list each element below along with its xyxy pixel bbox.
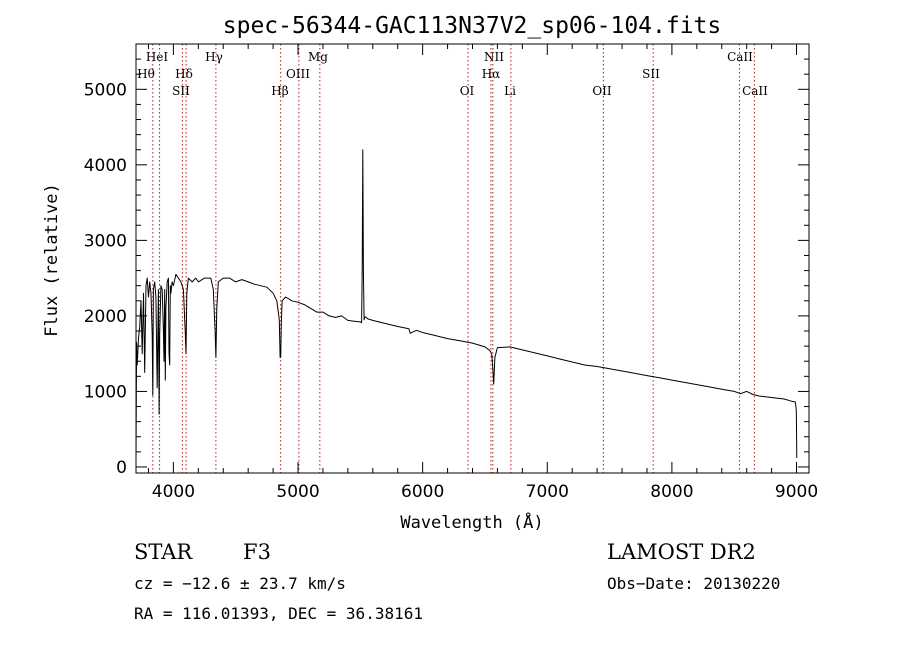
y-tick-label: 4000: [84, 156, 127, 176]
reference-line-label: OII: [592, 84, 612, 98]
reference-line-label: Hδ: [175, 67, 193, 81]
object-class: STAR: [134, 540, 193, 564]
x-axis-label: Wavelength (Å): [400, 511, 543, 533]
reference-line-label: Mg: [308, 50, 328, 64]
y-tick-label: 1000: [84, 382, 127, 402]
reference-line-label: HeI: [146, 50, 169, 64]
plot-series: [135, 149, 798, 460]
reference-line-label: Li: [504, 84, 516, 98]
reference-line-label: CaII: [727, 50, 753, 64]
x-axis: 4000 5000 6000 7000 8000 9000: [147, 44, 818, 502]
reference-line-label: NII: [484, 50, 504, 64]
chart-title: spec-56344-GAC113N37V2_sp06-104.fits: [223, 13, 722, 39]
object-subclass: F3: [243, 540, 271, 564]
plot-frame: [135, 43, 810, 474]
x-tick-label: 6000: [401, 482, 444, 502]
reference-line-label: SII: [642, 67, 660, 81]
reference-line-label: OI: [460, 84, 475, 98]
x-tick-label: 4000: [152, 482, 195, 502]
reference-line-label: OIII: [286, 67, 310, 81]
reference-line-label: Hγ: [205, 50, 223, 64]
y-axis: 0 1000 2000 3000 4000 5000: [84, 58, 809, 478]
y-tick-label: 0: [116, 458, 127, 478]
y-tick-label: 2000: [84, 307, 127, 327]
spectrum-line: [135, 149, 798, 460]
y-tick-label: 5000: [84, 80, 127, 100]
survey-label: LAMOST DR2: [607, 540, 756, 564]
x-tick-label: 7000: [526, 482, 569, 502]
y-axis-label: Flux (relative): [42, 183, 62, 337]
ra-dec: RA = 116.01393, DEC = 36.38161: [134, 604, 423, 623]
x-tick-label: 5000: [276, 482, 319, 502]
reference-line-label: SII: [172, 84, 190, 98]
reference-line-label: CaII: [742, 84, 768, 98]
reference-line-label: Hβ: [271, 84, 288, 98]
reference-line-label: Hθ: [137, 67, 155, 81]
x-tick-label: 9000: [775, 482, 818, 502]
cz-value: cz = −12.6 ± 23.7 km/s: [134, 574, 346, 593]
y-tick-label: 3000: [84, 231, 127, 251]
reference-line-label: Hα: [482, 67, 501, 81]
obs-date: Obs−Date: 20130220: [607, 574, 780, 593]
x-tick-label: 8000: [650, 482, 693, 502]
